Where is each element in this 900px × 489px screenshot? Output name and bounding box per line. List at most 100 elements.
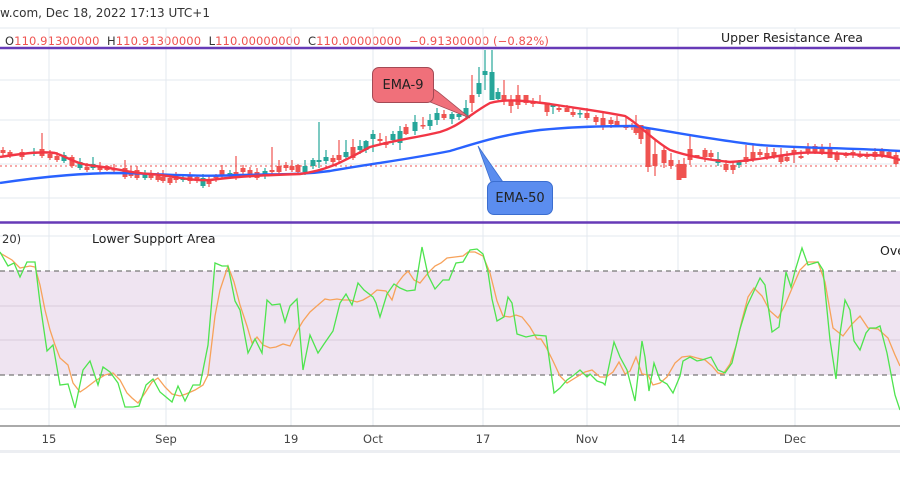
- candle: [370, 134, 376, 139]
- candle: [289, 166, 295, 170]
- close-value: 110.00000000: [316, 34, 402, 48]
- candle: [97, 166, 103, 170]
- candle: [495, 92, 501, 99]
- candle: [434, 113, 440, 120]
- candle: [501, 95, 507, 101]
- candle: [570, 112, 576, 115]
- candle: [489, 72, 495, 100]
- candle: [708, 153, 714, 157]
- x-axis-tick: 17: [475, 432, 491, 446]
- candle: [694, 155, 700, 157]
- stochastic-grid: [0, 235, 900, 410]
- candle: [584, 113, 590, 118]
- change-value: −0.91300000 (−0.82%): [409, 34, 549, 48]
- x-axis-tick: 14: [670, 432, 686, 446]
- x-axis-tick: 15: [41, 432, 57, 446]
- x-axis-tick: 19: [283, 432, 299, 446]
- candle: [167, 178, 173, 183]
- overbought-label: Ove: [880, 243, 900, 258]
- candle: [600, 118, 606, 127]
- candle: [879, 150, 885, 155]
- candle: [805, 148, 811, 152]
- bottom-bar: [0, 450, 900, 453]
- candle: [142, 174, 148, 178]
- candle: [784, 157, 790, 161]
- candle: [269, 170, 275, 172]
- candle: [633, 127, 639, 133]
- candle: [240, 168, 246, 172]
- candle: [681, 164, 687, 178]
- candle: [403, 127, 409, 134]
- candle: [227, 173, 233, 175]
- x-axis-tick: Oct: [363, 432, 383, 446]
- high-label: H: [107, 34, 116, 48]
- candle: [412, 122, 418, 131]
- candle: [323, 157, 329, 161]
- candle: [608, 120, 614, 124]
- candle: [69, 157, 75, 166]
- candle: [508, 100, 514, 106]
- candle: [276, 166, 282, 172]
- candle: [834, 154, 840, 160]
- candle: [449, 114, 455, 119]
- candle: [148, 173, 154, 178]
- ema-50-callout[interactable]: EMA-50: [487, 181, 553, 215]
- stochastic-k-line: [0, 245, 900, 411]
- candle: [723, 164, 729, 170]
- candle: [247, 170, 253, 176]
- candle: [357, 146, 363, 150]
- candle: [764, 153, 770, 158]
- candle: [564, 108, 570, 112]
- candle: [390, 134, 396, 140]
- candle: [463, 108, 469, 116]
- upper-resistance-label: Upper Resistance Area: [721, 30, 863, 45]
- ohlc-legend: O110.91300000 H110.91300000 L110.0000000…: [5, 34, 549, 48]
- x-axis-tick: Sep: [155, 432, 177, 446]
- candle: [702, 150, 708, 157]
- open-label: O: [5, 34, 15, 48]
- high-value: 110.91300000: [115, 34, 202, 48]
- candle: [310, 160, 316, 166]
- candle: [614, 121, 620, 125]
- candle: [668, 160, 674, 166]
- candle: [456, 114, 462, 117]
- candle: [363, 141, 369, 150]
- candle: [676, 164, 682, 180]
- x-axis-tick: Dec: [783, 432, 807, 446]
- candle: [302, 166, 308, 172]
- candle: [397, 131, 403, 143]
- candle: [155, 176, 161, 180]
- candle: [523, 95, 529, 103]
- candle: [61, 155, 67, 161]
- stochastic-indicator-label[interactable]: 20): [2, 232, 22, 246]
- candle: [819, 148, 825, 154]
- open-value: 110.91300000: [14, 34, 100, 48]
- stochastic-band: [0, 271, 900, 375]
- ema-9-callout[interactable]: EMA-9: [372, 67, 434, 103]
- candle: [476, 83, 482, 94]
- candle: [283, 165, 289, 168]
- candle: [645, 128, 651, 167]
- candle: [750, 152, 756, 160]
- candle: [194, 177, 200, 180]
- candle: [47, 154, 53, 158]
- x-axis-tick: Nov: [575, 432, 599, 446]
- candle: [886, 152, 892, 156]
- candle: [469, 95, 475, 103]
- low-label: L: [208, 34, 216, 48]
- candle: [77, 162, 83, 168]
- candle: [736, 162, 742, 165]
- close-label: C: [308, 34, 317, 48]
- candle: [316, 160, 322, 162]
- candle: [791, 150, 797, 154]
- candle: [757, 152, 763, 155]
- candle: [336, 155, 342, 160]
- chart-source-header: w.com, Dec 18, 2022 17:13 UTC+1: [0, 6, 210, 20]
- candle: [661, 150, 667, 163]
- stochastic-d-line: [0, 251, 900, 404]
- stochastic-levels: [0, 270, 900, 376]
- candle: [556, 108, 562, 110]
- candle: [54, 156, 60, 160]
- lower-support-label: Lower Support Area: [92, 231, 216, 246]
